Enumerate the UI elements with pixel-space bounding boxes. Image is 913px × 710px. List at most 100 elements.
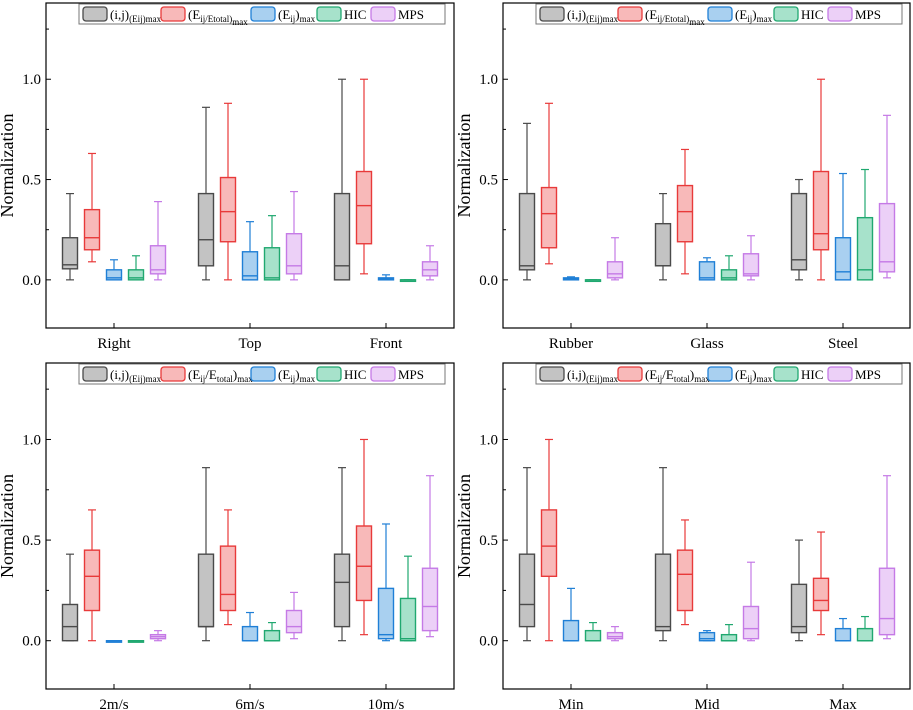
box-body bbox=[241, 251, 259, 281]
box-body bbox=[812, 170, 830, 251]
box-eijmax-max bbox=[834, 617, 852, 642]
box-ijeijmax-front bbox=[333, 78, 351, 281]
box-body bbox=[333, 192, 351, 281]
box-eijetotalmax-right bbox=[83, 152, 101, 263]
box-ijeijmax-6ms bbox=[197, 467, 215, 642]
y-tick-label: 1.0 bbox=[479, 72, 498, 88]
box-body bbox=[540, 186, 558, 249]
box-mps-max bbox=[878, 475, 896, 640]
box-mps-rubber bbox=[606, 237, 624, 281]
box-ijeijmax-10ms bbox=[333, 467, 351, 642]
y-tick-label: 1.0 bbox=[22, 432, 41, 448]
x-tick-label: 6m/s bbox=[235, 697, 264, 710]
box-hic-right bbox=[127, 255, 145, 281]
box-eijetotalmax-rubber bbox=[540, 102, 558, 265]
legend-label: MPS bbox=[398, 367, 424, 382]
x-tick-label: Top bbox=[238, 336, 261, 352]
box-body bbox=[676, 549, 694, 612]
box-body bbox=[105, 269, 123, 281]
box-body bbox=[584, 629, 602, 642]
box-body bbox=[790, 583, 808, 634]
x-tick-label: Glass bbox=[690, 336, 723, 352]
box-body bbox=[83, 549, 101, 612]
panel-3: 0.0 0.5 1.0 Normalization 2m/s 6m/s 10m/s (i,j)… bbox=[0, 362, 455, 710]
legend-swatch bbox=[617, 366, 643, 382]
box-body bbox=[742, 253, 760, 277]
box-eijetotalmax-2ms bbox=[83, 509, 101, 642]
x-tick-label: Max bbox=[829, 697, 857, 710]
legend-label: (Eij)max bbox=[735, 367, 773, 384]
box-body bbox=[61, 237, 79, 270]
box-eijetotalmax-front bbox=[355, 78, 373, 275]
x-tick-label: 10m/s bbox=[368, 697, 405, 710]
x-tick-label: Rubber bbox=[549, 336, 593, 352]
legend-swatch bbox=[160, 6, 186, 22]
box-hic-front bbox=[399, 279, 417, 283]
box-ijeijmax-mid bbox=[654, 467, 672, 642]
legend-label: HIC bbox=[344, 7, 366, 22]
y-tick-label: 0.0 bbox=[22, 634, 41, 650]
y-tick-label: 0.5 bbox=[22, 533, 41, 549]
box-mps-mid bbox=[742, 561, 760, 642]
box-body bbox=[812, 577, 830, 612]
box-hic-rubber bbox=[584, 279, 602, 283]
box-body bbox=[421, 261, 439, 277]
legend-swatch bbox=[370, 6, 396, 22]
y-tick-label: 0.5 bbox=[479, 533, 498, 549]
box-body bbox=[856, 216, 874, 281]
legend-label: (Eij)max bbox=[278, 7, 316, 24]
box-mps-2ms bbox=[149, 630, 167, 642]
legend-swatch bbox=[827, 366, 853, 382]
box-ijeijmax-top bbox=[197, 106, 215, 281]
box-body bbox=[241, 625, 259, 642]
panel-4: 0.0 0.5 1.0 Normalization Min Mid Max (i,j)(Eij… bbox=[454, 362, 911, 710]
box-hic-glass bbox=[720, 255, 738, 281]
box-body bbox=[263, 629, 281, 642]
box-body bbox=[83, 208, 101, 251]
legend-label: (i,j)(Eij)max bbox=[110, 367, 162, 384]
box-eijetotalmax-10ms bbox=[355, 438, 373, 636]
box-body bbox=[878, 567, 896, 636]
legend-swatch bbox=[370, 366, 396, 382]
box-body bbox=[285, 609, 303, 634]
box-ijeijmax-rubber bbox=[518, 122, 536, 281]
y-tick-label: 0.0 bbox=[479, 273, 498, 289]
x-tick-label: 2m/s bbox=[99, 697, 128, 710]
box-ijeijmax-right bbox=[61, 192, 79, 281]
box-body bbox=[878, 202, 896, 273]
box-eijetotalmax-6ms bbox=[219, 509, 237, 626]
box-mps-right bbox=[149, 201, 167, 281]
panel-1: 0.0 0.5 1.0 Normalization Right Top Front (i,j)… bbox=[0, 2, 455, 352]
box-body bbox=[399, 597, 417, 642]
box-body bbox=[834, 237, 852, 281]
legend-swatch bbox=[250, 366, 276, 382]
box-body bbox=[606, 261, 624, 279]
box-body bbox=[562, 619, 580, 642]
legend-label: HIC bbox=[801, 367, 823, 382]
box-body bbox=[698, 261, 716, 281]
legend-label: MPS bbox=[398, 7, 424, 22]
legend: (i,j)(Eij)max (Eij/Etotal)max (Eij)max HIC M… bbox=[78, 363, 446, 385]
box-body bbox=[720, 633, 738, 642]
box-ijeijmax-2ms bbox=[61, 553, 79, 642]
box-body bbox=[355, 525, 373, 602]
box-mps-glass bbox=[742, 235, 760, 281]
box-body bbox=[333, 553, 351, 628]
box-body bbox=[197, 553, 215, 628]
legend-label: (Eij)max bbox=[278, 367, 316, 384]
box-eijetotalmax-mid bbox=[676, 519, 694, 626]
y-axis-label: Normalization bbox=[454, 474, 474, 578]
box-hic-2ms bbox=[127, 640, 145, 643]
box-body bbox=[654, 222, 672, 267]
box-body bbox=[127, 269, 145, 281]
panel-2: 0.0 0.5 1.0 Normalization Rubber Glass Steel (i… bbox=[454, 2, 911, 352]
box-eijmax-rubber bbox=[562, 276, 580, 281]
legend-label: MPS bbox=[855, 367, 881, 382]
box-body bbox=[421, 567, 439, 632]
box-body bbox=[790, 192, 808, 271]
box-body bbox=[197, 192, 215, 267]
box-eijetotalmax-max bbox=[812, 531, 830, 636]
legend-label: (Eij/Etotal)max bbox=[188, 7, 248, 27]
y-tick-label: 0.5 bbox=[479, 173, 498, 189]
box-mps-10ms bbox=[421, 475, 439, 638]
